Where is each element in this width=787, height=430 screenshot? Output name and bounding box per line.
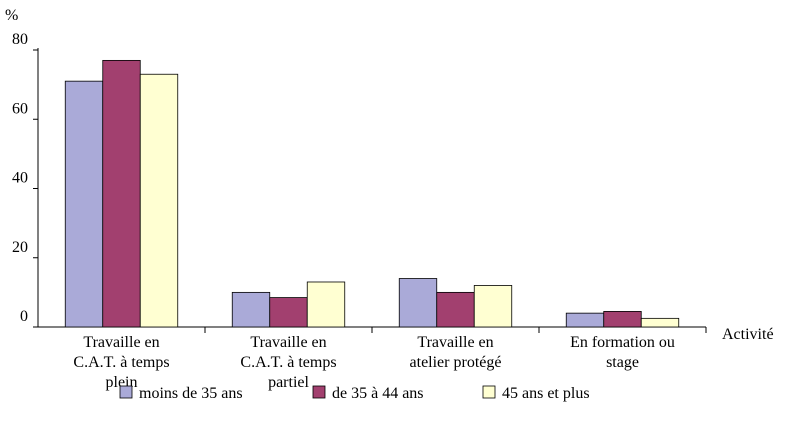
bar: [231, 291, 271, 328]
x-tick-label: Travaille en C.A.T. à temps partiel: [240, 334, 336, 391]
bar: [269, 297, 308, 328]
legend-swatch: [482, 385, 496, 399]
bar: [603, 311, 642, 328]
y-tick-label: 60: [12, 100, 28, 117]
y-tick-label: 40: [12, 170, 28, 187]
x-axis-label: Activité: [722, 326, 774, 343]
y-axis-label: %: [5, 7, 18, 24]
y-tick-label: 80: [12, 31, 28, 48]
bar: [565, 312, 605, 328]
bar: [473, 285, 513, 328]
x-tick-label: Travaille en C.A.T. à temps plein: [73, 334, 169, 391]
bar: [64, 80, 104, 328]
legend-swatch: [119, 385, 133, 399]
legend-label: moins de 35 ans: [139, 385, 243, 402]
x-tick-label: En formation ou stage: [570, 334, 675, 371]
bar: [398, 278, 438, 328]
bar: [306, 281, 346, 328]
y-tick-label: 0: [20, 308, 28, 325]
y-tick-label: 20: [12, 239, 28, 256]
x-tick-label: Travaille en atelier protégé: [410, 334, 502, 371]
legend-swatch: [312, 385, 326, 399]
bar: [102, 59, 141, 328]
bar: [436, 291, 475, 328]
bar: [640, 317, 680, 328]
bar: [139, 73, 179, 328]
legend-label: 45 ans et plus: [502, 385, 590, 402]
legend-label: de 35 à 44 ans: [332, 385, 424, 402]
